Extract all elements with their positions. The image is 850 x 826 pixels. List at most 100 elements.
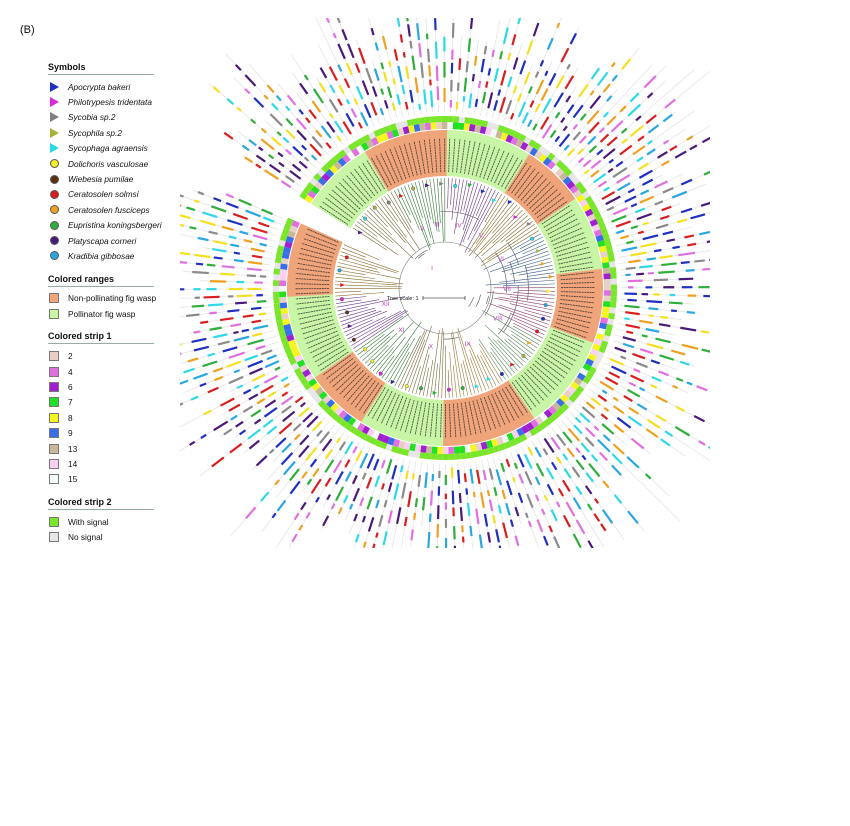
strip2-cell [321,164,330,173]
domain-bar [658,323,671,328]
domain-bar [588,121,600,134]
tree-branch [337,262,380,273]
strip1-cell [437,446,443,454]
tree-branch [436,178,441,224]
domain-bar [407,24,411,37]
tree-branch [468,199,512,257]
domain-bar [252,234,268,241]
domain-bar [250,409,262,418]
leaf-label-mark [328,193,356,216]
tree-branch [336,299,362,304]
domain-bar [624,317,630,321]
strip1-cell [375,134,384,144]
domain-bar [248,393,259,401]
leaf-label-mark [439,138,442,173]
strip1-cell [505,134,514,144]
domain-bar [280,180,292,189]
legend-marker [48,308,60,320]
strip2-cell [419,452,426,459]
domain-bar [511,34,517,46]
domain-bar [621,58,632,70]
leaf-label-mark [342,372,367,399]
legend-strip1-item: 13 [48,441,208,456]
leaf-label-mark [297,307,331,315]
leaf-label-mark [379,152,396,184]
leaf-label-mark [306,228,339,243]
strip1-cell [582,363,592,372]
strip1-cell [570,381,580,391]
domain-bar [630,124,644,137]
tree-internal-arc [417,253,425,259]
strip2-cell [607,318,615,326]
strip1-cell [563,389,573,399]
tree-branch [510,264,553,275]
strip1-cell [551,164,561,174]
domain-backbone [209,83,313,173]
species-triangle-marker [439,181,444,186]
domain-bar [246,274,256,278]
leaf-label-mark [380,392,397,424]
domain-bar [298,524,304,531]
domain-bar [244,156,254,164]
domain-bar [596,71,609,87]
domain-bar [349,503,354,510]
domain-bar [558,133,571,148]
strip1-cell [601,311,610,319]
domain-bar [582,159,592,168]
domain-bar [180,251,191,256]
strip2-cell [302,186,311,195]
strip2-cell [334,415,344,424]
domain-bar [512,57,519,70]
legend-symbol-item: Kradibia gibbosae [48,248,208,263]
strip1-cell [566,180,576,190]
domain-bar [241,144,250,152]
leaf-label-mark [523,177,548,204]
domain-backbone [456,35,462,113]
domain-bar [422,497,426,511]
strip2-cell [363,434,372,443]
strip1-cell [490,128,498,138]
strip2-cell [598,345,607,354]
domain-bar [612,207,629,216]
domain-bar [388,60,392,67]
legend-symbol-label: Ceratosolen solmsi [68,189,139,200]
clade-label: X [429,343,434,350]
domain-bar [612,396,619,402]
domain-bar [429,90,434,108]
tree-branch [369,207,388,228]
domain-bar [685,269,695,272]
strip2-cell [600,340,609,348]
leaf-label-mark [376,391,393,422]
legend-strip1-label: 2 [68,351,73,362]
domain-bar [361,515,367,523]
domain-bar [180,214,191,220]
domain-bar [396,93,401,105]
tree-branch [375,202,416,252]
domain-bar [328,66,338,82]
domain-bar [548,525,554,533]
domain-bar [706,240,710,244]
domain-bar [269,448,275,454]
strip2-cell [605,243,613,251]
legend-strip1-item: 2 [48,348,208,363]
domain-bar [397,65,403,83]
tree-branch [335,273,376,280]
domain-bar [280,376,289,383]
legend-symbol-item: Ceratosolen solmsi [48,187,208,202]
leaf-label-mark [325,358,354,380]
strip1-cell [442,446,449,454]
strip2-cell [435,116,442,123]
tree-branch [335,280,397,286]
strip2-cell [310,391,319,400]
tree-internal-arc [485,295,489,305]
strip1-cell [603,290,611,296]
domain-backbone [598,137,710,202]
strip2-cell [564,168,573,177]
strip1-cell [387,437,395,446]
domain-bar [603,111,610,118]
tree-internal-arc [524,265,529,301]
strip2-cell [534,424,543,434]
domain-bar [357,121,363,129]
strip2-cell [333,152,343,162]
tree-branch [414,182,432,238]
